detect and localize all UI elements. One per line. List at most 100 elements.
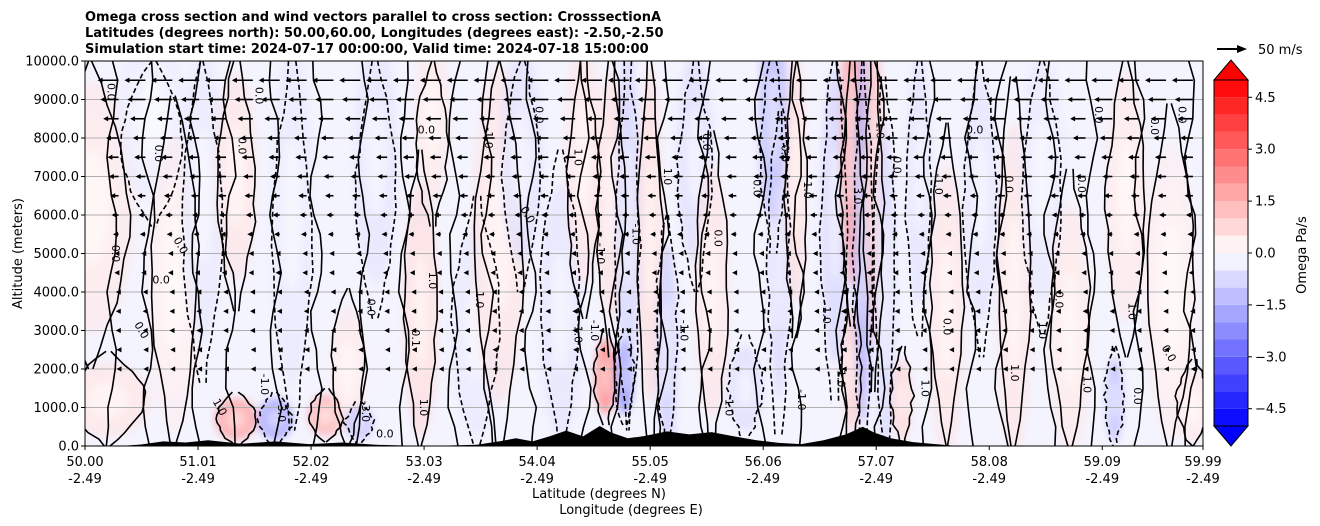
- wind-vector-head: [219, 212, 225, 218]
- wind-vector-head: [515, 231, 521, 237]
- wind-vector-head: [688, 77, 694, 83]
- wind-vector-head: [852, 96, 858, 103]
- wind-vector-head: [1129, 173, 1135, 180]
- wind-vector-head: [1054, 270, 1060, 276]
- wind-vector-head: [975, 289, 981, 295]
- wind-vector-head: [116, 347, 122, 353]
- wind-vector-head: [1118, 77, 1124, 83]
- wind-vector-head: [339, 77, 345, 83]
- colorbar-tick-label: −3.0: [1255, 350, 1287, 365]
- wind-vector-head: [357, 308, 363, 314]
- wind-vector-head: [563, 154, 569, 160]
- wind-vector-head: [438, 289, 444, 295]
- wind-vector-head: [237, 116, 243, 122]
- contour-positive: [594, 61, 610, 358]
- wind-vector-head: [510, 154, 516, 160]
- wind-vector-head: [855, 116, 861, 122]
- wind-vector-head: [651, 270, 657, 276]
- wind-vector-head: [241, 154, 247, 160]
- wind-vector-head: [192, 212, 198, 218]
- wind-vector-head: [997, 212, 1003, 218]
- wind-vector-head: [948, 308, 954, 314]
- wind-vector-head: [1083, 347, 1089, 353]
- wind-vector-head: [760, 327, 766, 334]
- wind-vector-head: [245, 212, 251, 218]
- wind-vector-head: [331, 366, 337, 372]
- wind-vector-head: [1013, 96, 1019, 103]
- wind-vector-head: [1048, 173, 1054, 180]
- contour-zero: [921, 61, 936, 446]
- wind-vector-head: [382, 250, 388, 257]
- contour-label: -3.0: [275, 401, 288, 422]
- x-axis-label-longitude: Longitude (degrees E): [559, 503, 703, 518]
- wind-vector-head: [250, 347, 256, 353]
- wind-vector-head: [661, 77, 667, 83]
- wind-vector-head: [957, 77, 963, 83]
- wind-vector-head: [913, 154, 919, 160]
- wind-vector-head: [780, 173, 786, 180]
- wind-vector-head: [269, 173, 275, 180]
- wind-vector-head: [621, 212, 627, 218]
- wind-vector-head: [398, 116, 404, 122]
- wind-vector-head: [620, 193, 626, 199]
- wind-vector-head: [652, 289, 658, 295]
- wind-vector-head: [859, 154, 865, 160]
- wind-vector-head: [849, 77, 855, 83]
- x-tick-label-lat: 50.00: [66, 455, 103, 470]
- wind-vector-head: [860, 173, 866, 180]
- wind-vector-head: [1109, 289, 1115, 295]
- contour-negative: [628, 61, 642, 431]
- wind-vector-head: [539, 193, 545, 199]
- wind-vector-head: [1190, 308, 1196, 314]
- contour-zero: [355, 61, 371, 446]
- x-tick-label-lon: -2.49: [181, 472, 215, 487]
- wind-vector-head: [599, 289, 605, 295]
- wind-vector-head: [573, 347, 579, 353]
- wind-vector-head: [778, 154, 784, 160]
- wind-vector-head: [1153, 135, 1159, 141]
- wind-vector-head: [798, 96, 804, 103]
- wind-vector-head: [586, 116, 592, 122]
- wind-vector-head: [992, 135, 998, 141]
- wind-vector-head: [653, 366, 659, 372]
- omega-contours: [85, 61, 1203, 446]
- wind-vector-head: [946, 250, 952, 257]
- wind-vector-head: [115, 327, 121, 334]
- wind-vector-head: [344, 116, 350, 122]
- wind-vector-head: [725, 154, 731, 160]
- wind-vector-head: [275, 250, 281, 257]
- wind-vector-head: [486, 193, 492, 199]
- wind-vector-head: [404, 173, 410, 180]
- wind-vector-head: [481, 135, 487, 141]
- wind-vector-head: [244, 193, 250, 199]
- contour-label: -1.0: [795, 389, 808, 410]
- wind-vector-head: [428, 135, 434, 141]
- contour-negative: [675, 61, 696, 293]
- wind-vector-head: [542, 231, 548, 237]
- wind-vector-head: [431, 173, 437, 180]
- contour-negative: [181, 61, 202, 385]
- wind-vector-head: [675, 212, 681, 218]
- contour-positive: [1126, 61, 1146, 358]
- contour-positive: [85, 350, 107, 446]
- wind-vector-head: [205, 77, 211, 83]
- contour-positive: [853, 287, 863, 446]
- contour-negative: [500, 61, 522, 293]
- wind-vector-head: [680, 366, 686, 372]
- contour-negative: [872, 76, 885, 446]
- wind-vector-head: [647, 193, 653, 199]
- wind-vector-head: [207, 96, 213, 103]
- wind-vector-head: [1110, 347, 1116, 353]
- wind-vector-head: [1101, 154, 1107, 160]
- wind-vector-head: [667, 116, 673, 122]
- contour-zero: [696, 61, 711, 446]
- wind-vector-head: [347, 135, 353, 141]
- wind-vector-head: [545, 289, 551, 295]
- wind-vector-head: [449, 96, 455, 103]
- y-axis: 0.0 1000.0 2000.0 3000.0 4000.0 5000.0 6000.0 7…: [25, 55, 85, 455]
- wind-vector-head: [1016, 116, 1022, 122]
- wind-vector-head: [1050, 193, 1056, 199]
- wind-vector-head: [393, 77, 399, 83]
- contour-negative: [981, 61, 998, 358]
